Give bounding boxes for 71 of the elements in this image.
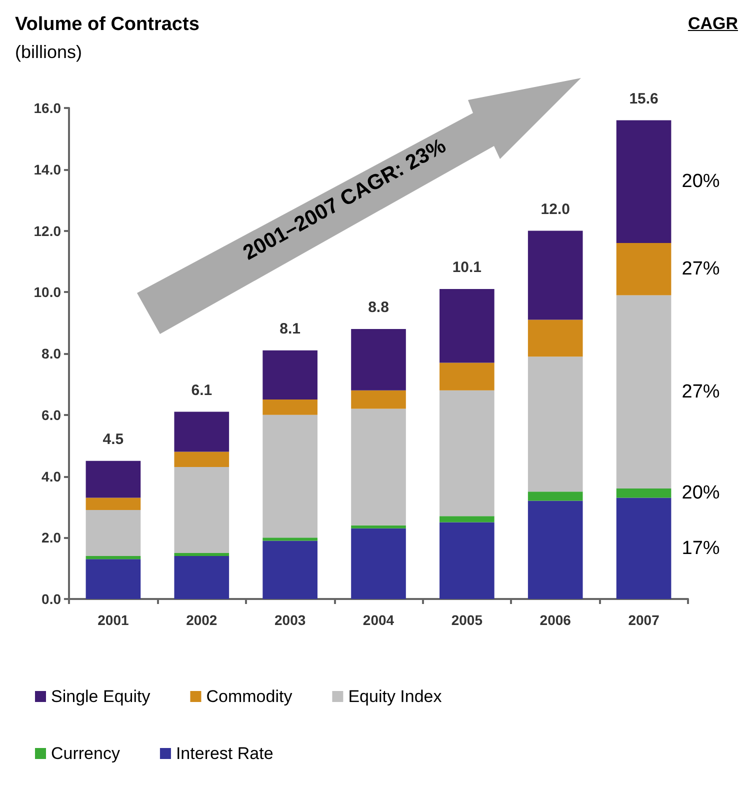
annotation: 27% xyxy=(682,258,720,280)
bar xyxy=(86,460,141,498)
bar xyxy=(174,556,230,599)
bar xyxy=(616,488,672,498)
chart-title: Volume of Contracts xyxy=(15,14,200,35)
bar xyxy=(351,408,406,526)
text: CAGR xyxy=(688,14,738,34)
y-tick-label: 6.0 xyxy=(42,406,62,423)
bar xyxy=(262,414,318,538)
bar xyxy=(174,467,230,553)
y-tick-label: 8.0 xyxy=(42,346,62,362)
bar xyxy=(86,556,141,560)
y-tick-label: 4.0 xyxy=(42,468,62,484)
bar xyxy=(440,362,494,390)
legend-label: Equity Index xyxy=(348,687,442,706)
bar xyxy=(616,243,672,296)
bar xyxy=(440,516,494,522)
y-tick-label: 16.0 xyxy=(34,100,62,116)
bar xyxy=(86,498,141,510)
bar xyxy=(616,120,672,244)
bar xyxy=(351,528,406,599)
total-label: 8.1 xyxy=(280,320,300,338)
y-tick-label: 0.0 xyxy=(42,591,62,607)
total-label: 12.0 xyxy=(540,200,570,218)
bar xyxy=(616,295,672,489)
annotation: 20% xyxy=(682,171,720,192)
bar xyxy=(262,540,318,599)
bar xyxy=(262,400,318,415)
bar xyxy=(528,356,583,492)
y-tick-label: 2.0 xyxy=(42,530,62,546)
bar xyxy=(528,320,583,357)
x-tick-label: 2006 xyxy=(540,612,572,628)
bar xyxy=(528,500,583,599)
legend-label: Interest Rate xyxy=(176,744,274,763)
total-label: 15.6 xyxy=(629,90,658,108)
bar xyxy=(86,510,141,556)
x-tick-label: 2007 xyxy=(628,612,660,628)
bar xyxy=(262,350,318,400)
bar xyxy=(528,230,583,320)
chart-subtitle: (billions) xyxy=(15,42,82,62)
annotation: 27% xyxy=(682,381,720,402)
legend-label: Currency xyxy=(51,744,120,763)
bar xyxy=(174,412,230,452)
x-tick-label: 2001 xyxy=(98,612,129,628)
annotation: 20% xyxy=(682,482,720,504)
legend-label: Commodity xyxy=(206,687,293,706)
x-tick-label: 2003 xyxy=(274,612,306,628)
bar xyxy=(528,492,583,501)
bar xyxy=(616,498,672,599)
bar xyxy=(440,390,494,516)
bar xyxy=(351,328,406,390)
legend-label: Single Equity xyxy=(51,687,151,706)
bar xyxy=(440,289,494,363)
bar xyxy=(351,525,406,528)
bar xyxy=(440,522,494,599)
x-tick-label: 2004 xyxy=(362,612,394,628)
total-label: 10.1 xyxy=(452,259,482,276)
x-tick-label: 2005 xyxy=(451,612,483,628)
total-label: 8.8 xyxy=(368,298,389,316)
total-label: 4.5 xyxy=(102,430,124,448)
bar xyxy=(174,452,230,468)
annotation: 17% xyxy=(682,538,720,559)
y-tick-label: 12.0 xyxy=(34,222,62,239)
x-tick-label: 2002 xyxy=(186,612,218,628)
bar xyxy=(262,538,318,541)
bar xyxy=(86,559,141,599)
bar xyxy=(351,390,406,409)
y-tick-label: 14.0 xyxy=(34,161,62,178)
y-tick-label: 10.0 xyxy=(34,284,62,300)
bar xyxy=(174,552,230,556)
total-label: 6.1 xyxy=(191,382,212,399)
